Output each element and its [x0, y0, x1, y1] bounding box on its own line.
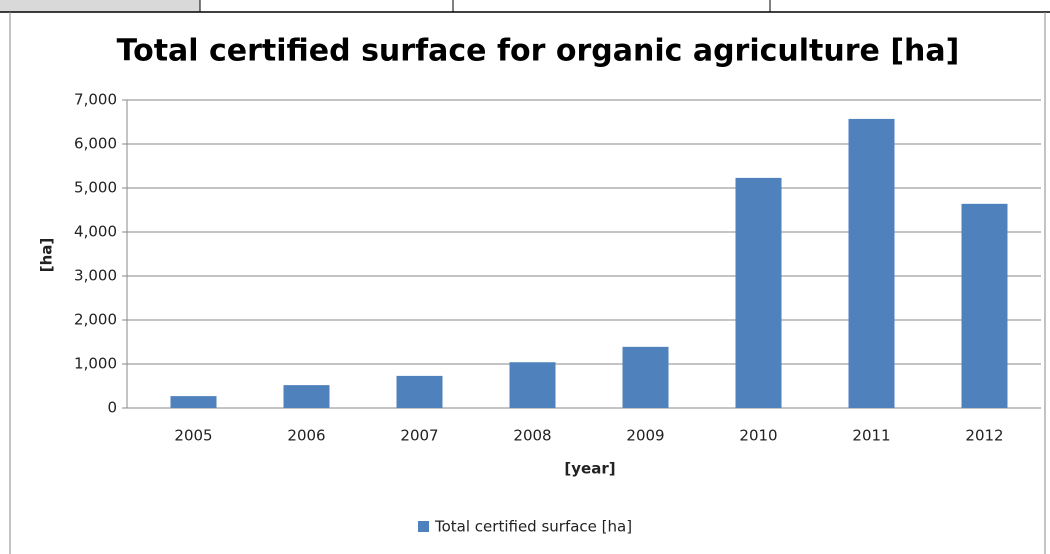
y-tick-label: 6,000 — [74, 135, 117, 153]
y-tick-label: 2,000 — [74, 311, 117, 329]
x-tick-label: 2011 — [852, 427, 890, 445]
y-tick-label: 0 — [107, 399, 117, 417]
bar — [170, 396, 217, 408]
legend-swatch — [418, 521, 429, 532]
bar — [961, 203, 1008, 408]
y-axis-label: [ha] — [38, 238, 56, 273]
y-tick-label: 7,000 — [74, 91, 117, 109]
bar — [735, 177, 782, 408]
bar — [622, 346, 669, 408]
x-tick-label: 2010 — [739, 427, 777, 445]
y-tick-label: 5,000 — [74, 179, 117, 197]
y-tick-label: 4,000 — [74, 223, 117, 241]
y-tick-label: 1,000 — [74, 355, 117, 373]
table-cell — [0, 0, 200, 12]
bar — [848, 118, 895, 409]
y-tick-label: 3,000 — [74, 267, 117, 285]
x-tick-label: 2008 — [513, 427, 551, 445]
bar — [509, 362, 556, 408]
x-tick-label: 2009 — [626, 427, 664, 445]
x-tick-label: 2005 — [174, 427, 212, 445]
x-tick-label: 2006 — [287, 427, 325, 445]
x-axis-label: [year] — [564, 460, 615, 478]
x-tick-label: 2012 — [965, 427, 1003, 445]
chart-title: Total certified surface for organic agri… — [117, 34, 960, 69]
legend-label: Total certified surface [ha] — [434, 518, 632, 536]
bar — [283, 385, 330, 408]
bar — [396, 375, 443, 408]
x-tick-label: 2007 — [400, 427, 438, 445]
